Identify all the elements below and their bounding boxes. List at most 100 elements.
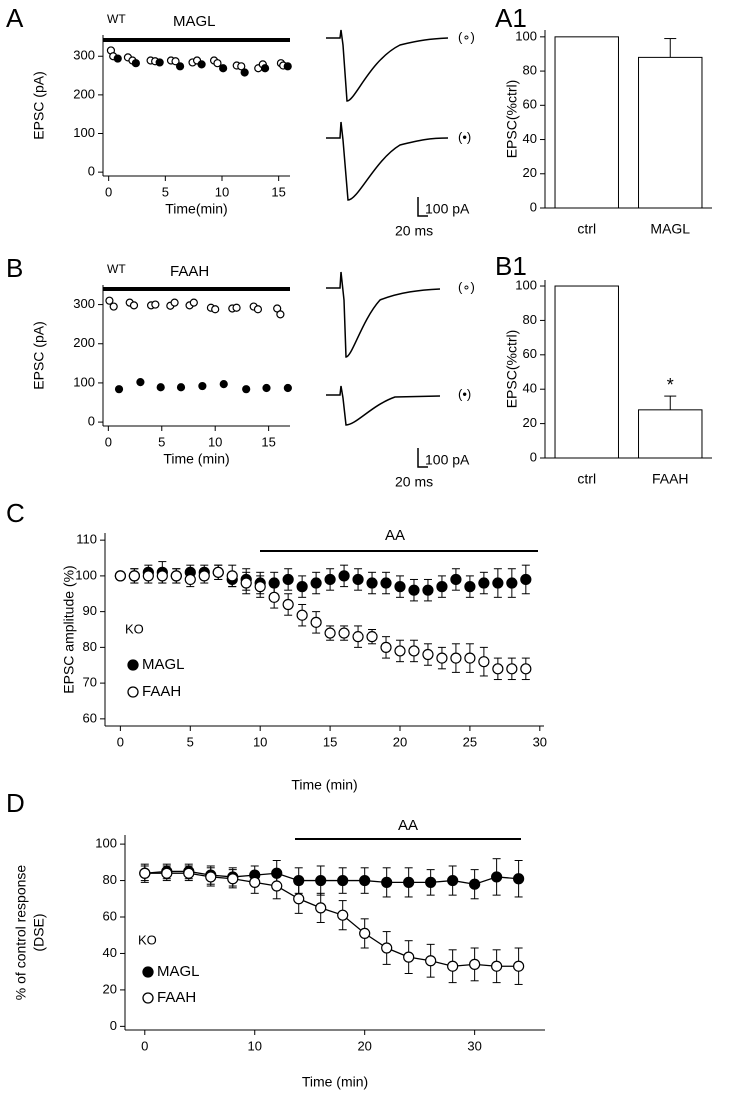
y-tick-label: 0 <box>88 164 95 179</box>
trace-label: (∘) <box>458 279 475 294</box>
legend-marker <box>142 966 154 978</box>
y-tick-label: 80 <box>523 63 537 78</box>
panel-label: A <box>6 3 24 33</box>
data-point <box>219 64 228 73</box>
scale-label: 100 pA <box>425 201 470 217</box>
x-tick-label: 10 <box>248 1038 262 1053</box>
y-axis-label: (DSE) <box>31 913 47 951</box>
data-point <box>197 60 206 69</box>
data-point <box>198 570 210 582</box>
data-point <box>513 960 525 972</box>
data-point <box>403 876 415 888</box>
legend-title: KO <box>125 621 144 636</box>
data-point <box>464 581 476 593</box>
data-point <box>240 68 249 77</box>
y-tick-label: 40 <box>103 945 117 960</box>
data-point <box>283 383 292 393</box>
data-point <box>262 383 271 393</box>
panel-label: B1 <box>495 251 527 281</box>
data-point <box>359 874 371 887</box>
y-axis-label: EPSC (pA) <box>31 321 47 389</box>
data-point <box>242 385 251 394</box>
panel-label: D <box>6 788 25 818</box>
x-tick-label: 30 <box>533 734 547 749</box>
scale-bar <box>417 197 428 217</box>
y-tick-label: 110 <box>76 532 97 547</box>
data-point <box>205 871 217 883</box>
data-point <box>315 902 327 914</box>
y-tick-label: 100 <box>73 374 95 389</box>
data-point <box>296 609 308 621</box>
annotation: * <box>667 375 674 395</box>
x-axis-label: Time (min) <box>302 1074 368 1090</box>
scale-label: 20 ms <box>395 223 433 239</box>
x-axis-label: Time(min) <box>165 201 227 217</box>
x-tick-label: 15 <box>271 184 285 199</box>
bar <box>638 56 703 209</box>
x-tick-label: ctrl <box>577 221 596 237</box>
data-point <box>315 874 327 887</box>
data-point <box>142 570 154 582</box>
scale-bar <box>417 448 428 468</box>
data-point <box>352 573 364 586</box>
x-tick-label: 0 <box>105 184 112 199</box>
annotation: AA <box>385 527 405 544</box>
bar <box>554 36 619 209</box>
data-point <box>447 960 459 972</box>
data-point <box>492 577 504 589</box>
data-point <box>161 867 173 879</box>
x-tick-label: 15 <box>261 434 275 449</box>
data-point <box>359 927 371 940</box>
trace-label: (∘) <box>458 29 475 44</box>
data-point <box>139 867 151 879</box>
data-point <box>381 876 393 888</box>
y-tick-label: 80 <box>83 639 97 654</box>
data-point <box>183 867 195 879</box>
trace <box>326 385 441 426</box>
data-point <box>170 570 182 582</box>
data-point <box>520 573 532 586</box>
x-tick-label: 10 <box>215 184 229 199</box>
scale-label: 20 ms <box>395 474 433 490</box>
data-point <box>506 663 518 675</box>
x-tick-label: ctrl <box>577 471 596 487</box>
y-tick-label: 60 <box>83 710 97 725</box>
data-point <box>425 955 437 967</box>
data-point <box>352 631 364 643</box>
data-point <box>324 627 336 639</box>
data-point <box>324 573 336 586</box>
data-point <box>394 581 406 593</box>
data-point <box>105 296 114 305</box>
data-point <box>338 570 350 582</box>
data-point <box>478 656 490 668</box>
x-tick-label: 0 <box>141 1038 148 1053</box>
data-point <box>240 577 252 589</box>
data-point <box>394 645 406 657</box>
y-tick-label: 200 <box>73 86 95 101</box>
data-point <box>198 381 207 391</box>
data-point <box>337 909 349 921</box>
data-point <box>293 893 305 905</box>
x-tick-label: 10 <box>208 434 222 449</box>
data-point <box>282 573 294 586</box>
data-point <box>271 880 283 892</box>
data-point <box>447 874 459 887</box>
data-point <box>156 570 168 582</box>
legend-label: FAAH <box>157 989 196 1006</box>
y-tick-label: 300 <box>73 296 95 311</box>
y-tick-label: 0 <box>530 449 537 464</box>
legend-marker <box>127 686 139 698</box>
y-axis-label: EPSC (pA) <box>31 71 47 139</box>
x-axis-label: Time (min) <box>163 451 229 467</box>
panel-label: B <box>6 253 23 283</box>
y-axis-label: EPSC(%ctrl) <box>504 330 520 409</box>
y-tick-label: 100 <box>515 28 537 43</box>
data-point <box>436 581 448 593</box>
bar <box>554 285 619 459</box>
data-point <box>114 385 124 394</box>
data-point <box>254 581 266 593</box>
data-point <box>403 951 415 963</box>
data-point <box>155 58 164 67</box>
y-axis-label: EPSC(%ctrl) <box>504 80 520 159</box>
y-axis-label: EPSC amplitude (%) <box>61 565 77 693</box>
